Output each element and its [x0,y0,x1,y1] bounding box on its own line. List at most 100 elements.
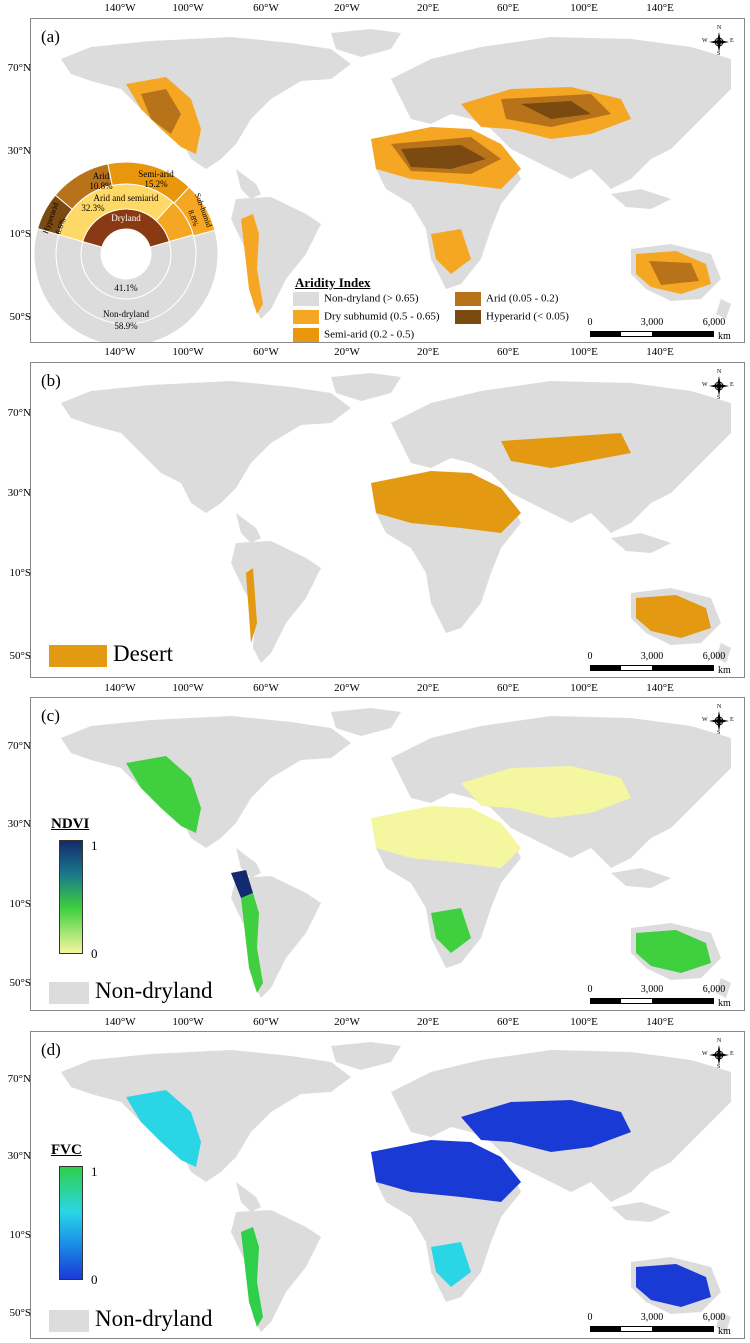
lat-tick-label: 30°N [7,145,31,157]
world-map-d [61,1042,731,1332]
compass-n-label: N [717,369,722,375]
map-region [141,89,181,134]
map-region [241,214,263,314]
compass-s-label: S [717,1064,721,1070]
map-region [241,893,263,993]
map-region [501,433,631,468]
map-region [716,643,731,663]
map-region [716,1312,731,1332]
map-region [246,568,257,643]
nondryland-swatch [49,981,89,1004]
scale-mid-label: 3,000 [640,317,664,328]
nondryland-swatch [49,1309,89,1332]
lon-tick-label: 20°E [416,682,440,694]
lat-tick-label: 30°N [7,487,31,499]
ndvi-colorbar-title: NDVI [51,816,90,832]
donut-middle-value: 32.3% [81,203,105,213]
legend-swatch [293,292,319,306]
lat-tick-label: 50°S [9,977,31,989]
lon-tick-label: 60°W [253,2,279,14]
donut-inner-value: 41.1% [114,283,138,293]
map-region [611,868,671,888]
lon-tick-label: 20°W [334,682,360,694]
scale-max-label: 6,000 [702,1312,726,1323]
scale-unit-label: km [718,998,731,1009]
panel-b: (b) N S W E 0 3,000 6,000 km Desert [30,362,745,678]
donut-arid-label: Arid [93,171,110,181]
lon-tick-label: 100°E [570,2,598,14]
lon-tick-label: 60°W [253,1016,279,1028]
compass-e-label: E [730,38,734,44]
lon-tick-label: 140°E [646,346,674,358]
lon-axis-b: 140°W 100°W 60°W 20°W 20°E 60°E 100°E 140°E [0,346,750,360]
map-region [371,471,521,533]
lat-tick-label: 70°N [7,407,31,419]
map-region [461,766,631,818]
lon-tick-label: 60°W [253,346,279,358]
aridity-legend: Aridity Index Non-dryland (> 0.65) Dry s… [289,275,649,342]
fvc-colorbar-max: 1 [91,1164,98,1179]
map-region [61,37,351,169]
map-region [231,541,321,663]
scale-unit-label: km [718,331,731,342]
lat-tick-label: 50°S [9,1307,31,1319]
scale-bar: 0 3,000 6,000 km [588,984,731,1010]
panel-label: (d) [41,1040,61,1059]
ndvi-colorbar [59,840,83,954]
compass-w-label: W [702,1051,708,1057]
compass-s-label: S [717,730,721,736]
map-region [331,29,401,57]
scale-bar-graphic [590,665,714,671]
scale-bar: 0 3,000 6,000 km [588,1312,731,1338]
lon-tick-label: 60°E [496,682,520,694]
lon-tick-label: 140°E [646,682,674,694]
lat-tick-label: 50°S [9,311,31,323]
lon-tick-label: 100°W [172,2,204,14]
world-map-a [61,29,731,319]
map-region [636,930,711,973]
lon-tick-label: 20°E [416,1016,440,1028]
donut-slice [173,186,216,237]
map-region [611,533,671,553]
donut-slice [33,227,219,342]
ndvi-colorbar-max: 1 [91,838,98,853]
map-region [331,708,401,736]
donut-arid-value: 10.8% [89,181,113,191]
lon-tick-label: 100°W [172,682,204,694]
legend-item-semi-arid: Semi-arid (0.2 - 0.5) [293,328,414,342]
map-region [636,595,711,638]
scale-max-label: 6,000 [702,651,726,662]
map-region [716,299,731,319]
donut-nondryland-label: Non-dryland [103,309,149,319]
scale-mid-label: 3,000 [640,651,664,662]
map-region [331,1042,401,1070]
map-region [236,513,261,543]
lon-tick-label: 20°E [416,2,440,14]
map-region [241,1227,263,1327]
compass-icon: N S W E [702,1038,734,1070]
map-region [331,373,401,401]
lat-tick-label: 70°N [7,62,31,74]
lat-tick-label: 30°N [7,1150,31,1162]
scale-bar-graphic [590,1326,714,1332]
lat-tick-label: 10°S [9,1229,31,1241]
lon-tick-label: 100°W [172,1016,204,1028]
lon-tick-label: 140°E [646,1016,674,1028]
legend-swatch [293,328,319,342]
fvc-colorbar-min: 0 [91,1272,98,1287]
lon-tick-label: 100°E [570,682,598,694]
panel-label: (b) [41,371,61,390]
compass-w-label: W [702,382,708,388]
compass-rose [709,32,729,52]
scale-unit-label: km [718,1326,731,1337]
legend-item-arid: Arid (0.05 - 0.2) [455,292,558,306]
compass-rose [709,376,729,396]
donut-nondryland-value: 58.9% [114,321,138,331]
lon-tick-label: 140°W [104,1016,136,1028]
panel-a: (a) N S W E 0 3,000 6,000 km Dryland 41.1% Arid … [30,18,745,343]
legend-item-dry-subhumid: Dry subhumid (0.5 - 0.65) [293,310,440,324]
lon-tick-label: 60°W [253,682,279,694]
lon-tick-label: 140°W [104,682,136,694]
donut-semiarid-label: Semi-arid [138,169,174,179]
